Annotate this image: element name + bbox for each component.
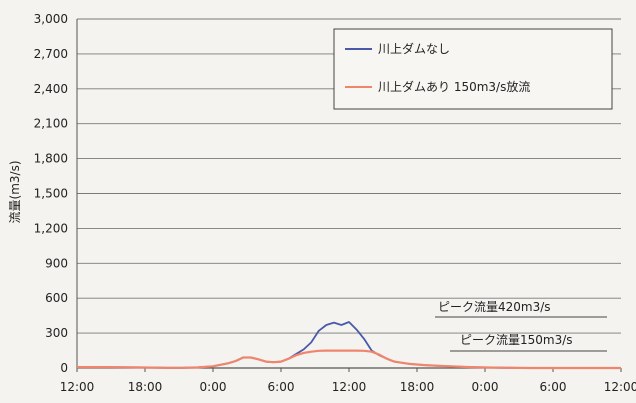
x-tick-label: 6:00 xyxy=(268,380,295,394)
y-tick-labels: 0 300 600 900 1,200 1,500 1,800 2,100 2,400 2,700… xyxy=(34,12,68,375)
y-tick-label: 2,700 xyxy=(34,47,68,61)
x-tick-label: 12:00 xyxy=(332,380,367,394)
y-tick-label: 900 xyxy=(45,256,68,270)
annotation-peak-420: ピーク流量420m3/s xyxy=(438,300,551,314)
annotation-peak-150: ピーク流量150m3/s xyxy=(460,333,573,347)
x-tick-label: 0:00 xyxy=(200,380,227,394)
y-tick-label: 1,800 xyxy=(34,152,68,166)
x-tick-label: 18:00 xyxy=(128,380,163,394)
x-tick-label: 18:00 xyxy=(400,380,435,394)
y-tick-label: 2,400 xyxy=(34,82,68,96)
series-line-2 xyxy=(77,349,621,370)
x-tick-label: 0:00 xyxy=(472,380,499,394)
series-lines xyxy=(77,321,621,370)
y-tick-label: 2,100 xyxy=(34,117,68,131)
legend-label-2: 川上ダムあり 150m3/s放流 xyxy=(378,79,530,94)
x-tick-label: 6:00 xyxy=(540,380,567,394)
y-tick-label: 600 xyxy=(45,291,68,305)
y-tick-label: 300 xyxy=(45,326,68,340)
legend-box xyxy=(333,28,613,110)
y-tick-label: 1,500 xyxy=(34,187,68,201)
y-tick-label: 3,000 xyxy=(34,12,68,26)
y-tick-label: 0 xyxy=(60,361,68,375)
x-tick-label: 12:00 xyxy=(60,380,95,394)
y-tick-label: 1,200 xyxy=(34,221,68,235)
peak-annotations: ピーク流量420m3/s ピーク流量150m3/s xyxy=(435,300,607,352)
x-tick-labels: 12:00 18:00 0:00 6:00 12:00 18:00 0:00 6:00 12:0… xyxy=(60,368,636,394)
legend-label-1: 川上ダムなし xyxy=(378,41,450,56)
x-tick-label: 12:00 xyxy=(604,380,636,394)
y-axis-label: 流量(m3/s) xyxy=(8,161,22,224)
